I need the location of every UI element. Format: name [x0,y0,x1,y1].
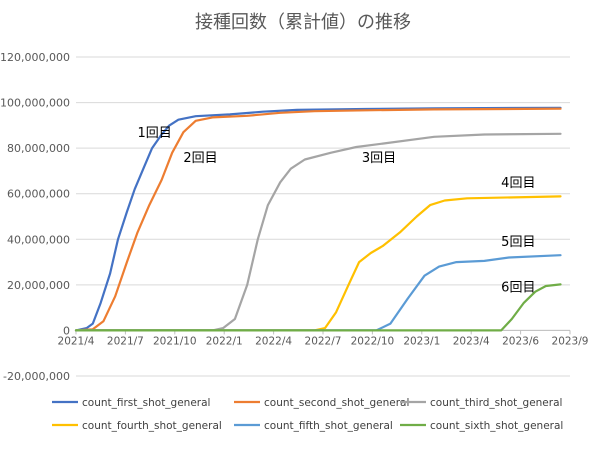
series-line-6 [74,283,562,332]
x-axis-ticks: 2021/4 2021/7 2021/10 2022/1 2022/4 2022/7 202… [58,330,589,347]
x-tick-label: 2023/1 [403,335,440,347]
x-tick-label: 2021/7 [107,335,144,347]
series-line-4 [74,195,562,332]
legend-label-4: count_fourth_shot_general [82,420,222,432]
y-tick-label: 120,000,000 [0,51,70,64]
annotation-label-2: 2回目 [183,151,217,166]
legend-label-3: count_third_shot_general [430,397,562,409]
chart-title: 接種回数（累計値）の推移 [195,12,411,33]
legend-label-6: count_sixth_shot_general [430,420,563,432]
series-lines [74,106,562,332]
series-annotations: 1回目 2回目 3回目 4回目 5回目 6回目 [138,126,536,296]
x-tick-label: 2021/10 [153,335,197,347]
annotation-label-3: 3回目 [362,151,396,166]
legend-label-5: count_fifth_shot_general [264,420,393,432]
annotation-label-5: 5回目 [501,235,535,250]
x-tick-label: 2023/9 [552,335,589,347]
annotation-label-6: 6回目 [501,281,535,296]
x-tick-label: 2021/4 [58,335,95,347]
y-tick-label: -20,000,000 [3,370,70,383]
x-tick-label: 2022/7 [305,335,342,347]
series-line-3 [74,132,562,332]
x-tick-label: 2022/4 [255,335,292,347]
y-tick-label: 20,000,000 [7,279,70,292]
y-tick-label: 60,000,000 [7,188,70,201]
y-tick-label: 0 [63,324,70,337]
series-line-5 [74,254,562,332]
x-tick-label: 2022/1 [206,335,243,347]
x-tick-label: 2023/4 [453,335,490,347]
series-line-2 [74,107,562,332]
y-tick-label: 40,000,000 [7,233,70,246]
annotation-label-1: 1回目 [138,126,172,141]
legend-label-1: count_first_shot_general [82,397,210,409]
y-axis-ticks: 120,000,000 100,000,000 80,000,000 60,000,0… [0,51,70,383]
x-tick-label: 2023/6 [502,335,539,347]
y-tick-label: 80,000,000 [7,142,70,155]
annotation-label-4: 4回目 [501,176,535,191]
legend-label-2: count_second_shot_general [264,397,409,409]
y-tick-label: 100,000,000 [0,97,70,110]
legend: count_first_shot_general count_second_sho… [52,397,563,432]
x-tick-label: 2022/10 [351,335,395,347]
series-line-1 [74,106,562,332]
